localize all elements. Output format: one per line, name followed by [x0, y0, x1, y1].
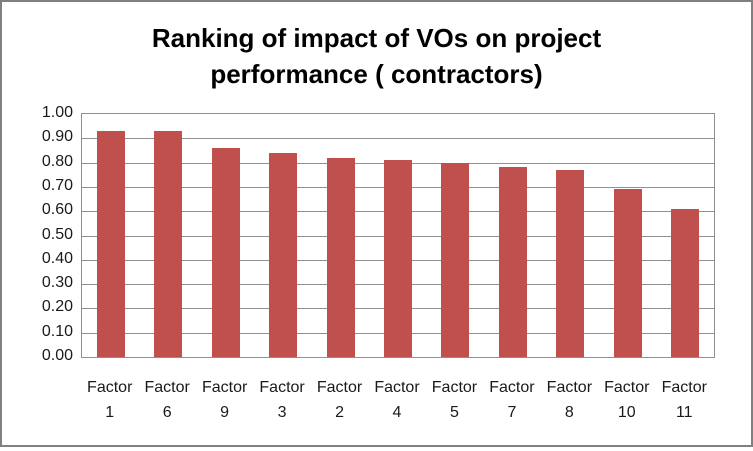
x-category-label: Factor 7 [489, 379, 535, 421]
bar-factor-5 [441, 162, 470, 357]
x-axis-labels: Factor 1 Factor 6 Factor 9 Factor 3 Factor 2… [81, 375, 713, 425]
bar-factor-8 [556, 169, 585, 357]
plot-area [81, 113, 715, 358]
y-tick-label: 0.00 [41, 347, 73, 364]
y-tick-label: 0.50 [41, 225, 73, 243]
bar-factor-11 [671, 208, 700, 357]
y-tick-label: 0.80 [41, 152, 73, 170]
x-category-label: Factor 6 [144, 379, 190, 421]
y-tick-label: 0.60 [41, 201, 73, 219]
x-category-label: Factor 5 [431, 379, 478, 421]
x-category-label: Factor 3 [259, 379, 305, 421]
chart-title-line1: Ranking of impact of VOs on project [151, 23, 602, 53]
x-category-label: Factor 4 [374, 379, 420, 421]
y-tick-label: 0.30 [41, 274, 73, 292]
chart-title-line2: performance ( contractors) [210, 59, 543, 89]
x-category-label: Factor 1 [87, 379, 133, 421]
y-tick-label: 0.20 [41, 298, 73, 316]
bar-factor-2 [326, 157, 355, 357]
x-category-label: Factor 9 [201, 379, 248, 421]
x-category-label: Factor 2 [316, 379, 363, 421]
y-tick-label: 0.40 [41, 249, 73, 267]
bar-factor-4 [384, 160, 412, 357]
bar-factor-9 [211, 148, 240, 357]
y-tick-label: 1.00 [41, 104, 73, 121]
y-tick-label: 0.10 [41, 322, 73, 340]
y-tick-label: 0.70 [41, 176, 73, 194]
bar-factor-1 [96, 131, 125, 357]
chart-title: Ranking of impact of VOs on project perf… [0, 20, 753, 92]
bar-factor-10 [613, 189, 642, 357]
bar-factor-3 [269, 152, 298, 357]
x-category-label: Factor 8 [546, 379, 593, 421]
y-axis-labels: 0.00 0.10 0.20 0.30 0.40 0.50 0.60 0.70 0.80 0.90… [0, 0, 73, 451]
bar-factor-7 [498, 167, 527, 357]
x-category-label: Factor 10 [604, 379, 650, 421]
x-category-label: Factor 11 [661, 379, 707, 421]
y-tick-label: 0.90 [41, 128, 73, 146]
bar-factor-6 [154, 131, 183, 357]
gridline [82, 138, 714, 140]
